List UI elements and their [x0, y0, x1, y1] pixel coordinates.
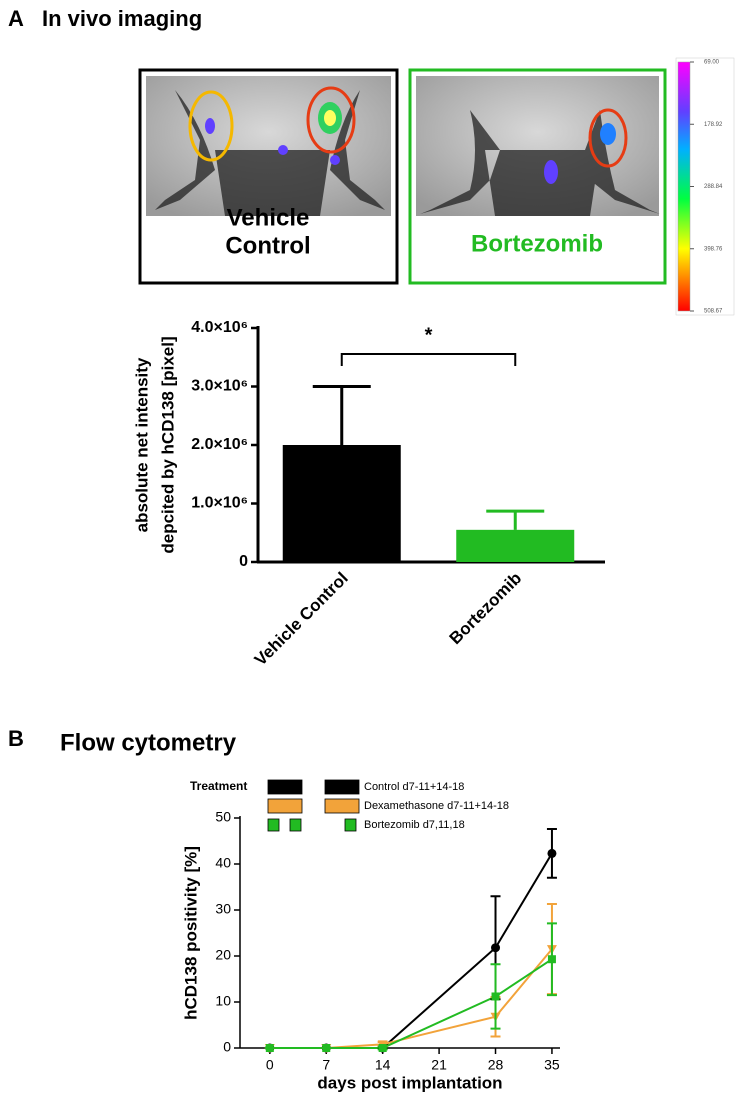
x-tick-label: 35 [544, 1057, 560, 1073]
y-axis-label: hCD138 positivity [%] [181, 846, 200, 1020]
marker [547, 848, 557, 858]
y-tick-label: 4.0×10⁶ [191, 319, 248, 336]
signal [330, 155, 340, 165]
signal [205, 118, 215, 134]
colorbar-frame [675, 57, 735, 316]
marker [491, 992, 500, 1001]
legend-label: Bortezomib d7,11,18 [364, 819, 465, 831]
roi [188, 90, 234, 162]
y-tick-label: 30 [215, 901, 231, 917]
series-line [269, 948, 553, 1049]
x-tick-label: Vehicle Control [251, 569, 352, 670]
x-tick-label: 7 [322, 1057, 330, 1073]
colorbar-label: 508.67 [704, 309, 723, 315]
silhouette [155, 90, 385, 216]
error-bar [312, 385, 371, 445]
error-bar [486, 509, 545, 530]
marker [547, 955, 556, 964]
x-tick-label: 0 [266, 1057, 274, 1073]
y-tick-label: 40 [215, 855, 231, 871]
y-tick-label: 2.0×10⁶ [191, 436, 248, 453]
signal [324, 110, 336, 126]
y-axis-label: absolute net intensity [132, 357, 151, 532]
legend-swatch [324, 779, 360, 795]
colorbar-label: 398.76 [704, 246, 723, 252]
image-panel [408, 68, 667, 285]
marker [322, 1044, 331, 1052]
bar [282, 445, 401, 562]
legend-title: Treatment [190, 779, 247, 793]
signal [600, 123, 616, 145]
colorbar-label: 178.92 [704, 122, 723, 128]
series-line [269, 958, 553, 1049]
legend-swatch [289, 818, 302, 832]
signal [544, 160, 558, 184]
roi [588, 108, 628, 168]
legend-swatch [267, 798, 303, 814]
annotation: * [425, 324, 433, 346]
y-tick-label: 3.0×10⁶ [191, 378, 248, 395]
roi [306, 86, 356, 154]
legend-swatch [267, 779, 303, 795]
panel-title: In vivo imaging [42, 6, 202, 31]
image-caption: Control [225, 232, 310, 259]
signal [278, 145, 288, 155]
panel-title: Flow cytometry [60, 729, 237, 756]
marker [491, 943, 501, 953]
image-panel [138, 68, 399, 285]
legend-label: Dexamethasone d7-11+14-18 [364, 800, 509, 812]
legend-swatch [267, 818, 280, 832]
colorbar-label: 288.84 [704, 184, 723, 190]
x-tick-label: Bortezomib [446, 569, 526, 649]
image-caption: Bortezomib [471, 230, 603, 257]
x-tick-label: 14 [375, 1057, 391, 1073]
x-tick-label: 21 [431, 1057, 447, 1073]
legend-swatch [344, 818, 357, 832]
y-tick-label: 50 [215, 809, 231, 825]
y-tick-label: 0 [239, 553, 248, 570]
panel-label: B [8, 726, 24, 751]
legend-swatch [324, 798, 360, 814]
x-tick-label: 28 [488, 1057, 504, 1073]
colorbar-label: 69.00 [704, 60, 720, 66]
y-tick-label: 0 [223, 1039, 231, 1055]
panel-label: A [8, 6, 24, 31]
colorbar [677, 61, 691, 312]
significance-bracket [340, 353, 517, 366]
series-line [269, 852, 553, 1049]
y-tick-label: 10 [215, 993, 231, 1009]
y-tick-label: 20 [215, 947, 231, 963]
image-caption: Vehicle [227, 204, 310, 231]
marker [265, 1044, 274, 1052]
silhouette [420, 110, 660, 216]
y-tick-label: 1.0×10⁶ [191, 495, 248, 512]
bar [456, 529, 575, 562]
legend-label: Control d7-11+14-18 [364, 781, 464, 793]
y-axis-label: depcited by hCD138 [pixel] [158, 336, 177, 553]
x-axis-label: days post implantation [317, 1073, 502, 1092]
marker [378, 1044, 387, 1052]
